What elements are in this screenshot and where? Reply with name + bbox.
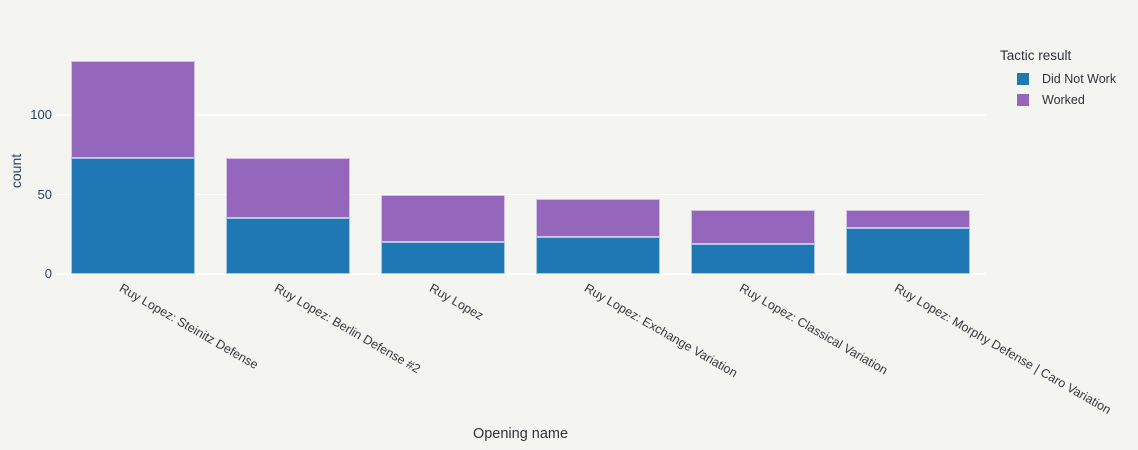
x-tick-label: Ruy Lopez: Steinitz Defense — [117, 281, 262, 372]
legend-swatch-icon — [1017, 73, 1029, 85]
legend-title: Tactic result — [1000, 48, 1072, 63]
zero-line — [56, 272, 985, 275]
x-axis-title: Opening name — [472, 426, 569, 442]
y-axis-title: count — [8, 153, 24, 189]
legend-item-label: Worked — [1042, 93, 1085, 107]
bar-segment[interactable] — [71, 61, 196, 159]
bar-segment[interactable] — [226, 158, 351, 219]
bar-segment[interactable] — [71, 158, 196, 274]
gridline — [56, 193, 985, 196]
y-tick-label: 50 — [37, 186, 52, 202]
y-tick-label: 0 — [44, 266, 52, 281]
x-tick-label: Ruy Lopez: Berlin Defense #2 — [272, 281, 424, 377]
bar-segment[interactable] — [381, 194, 506, 243]
bar-segment[interactable] — [845, 227, 970, 274]
legend-swatch-icon — [1017, 94, 1029, 106]
gridline — [56, 114, 985, 116]
legend-item-label: Did Not Work — [1042, 72, 1117, 86]
legend-item[interactable]: Worked — [1017, 93, 1116, 107]
bar-segment[interactable] — [845, 210, 970, 228]
x-tick-label: Ruy Lopez — [427, 281, 486, 324]
plot-area — [56, 15, 985, 275]
x-tick-label: Ruy Lopez: Exchange Variation — [581, 281, 740, 381]
legend-item[interactable]: Did Not Work — [1017, 72, 1116, 86]
x-tick-label: Ruy Lopez: Classical Variation — [736, 281, 890, 378]
bar-segment[interactable] — [690, 243, 815, 274]
x-tick-label: Ruy Lopez: Morphy Defense | Caro Variati… — [891, 281, 1114, 417]
legend: Tactic result Did Not Work Worked — [1000, 48, 1116, 114]
bar-segment[interactable] — [381, 242, 506, 274]
bar-segment[interactable] — [535, 199, 660, 238]
bar-segment[interactable] — [690, 210, 815, 244]
y-tick-label: 100 — [30, 107, 52, 123]
bar-segment[interactable] — [226, 218, 351, 274]
bar-segment[interactable] — [535, 237, 660, 274]
